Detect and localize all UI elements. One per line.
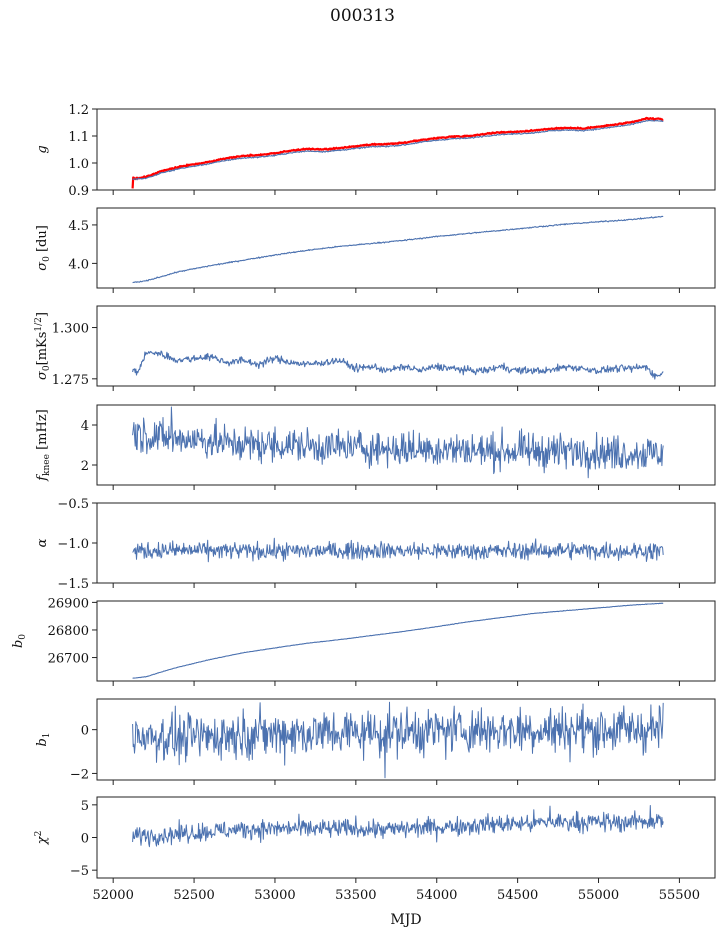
xtick-label-2: 53000: [254, 888, 295, 903]
ytick-label-sigma0_du-0: 4.0: [68, 257, 89, 272]
ytick-label-g-2: 1.1: [68, 130, 89, 145]
xtick-label-6: 55000: [578, 888, 619, 903]
axes-frame-fknee: [96, 404, 716, 486]
xtick-label-4: 54000: [416, 888, 457, 903]
panel-g: 0.9 1.0 1.1 1.2 g: [35, 103, 716, 199]
xtick-label-7: 55500: [659, 888, 700, 903]
xtick-label-1: 52500: [173, 888, 214, 903]
axes-frame-alpha: [96, 502, 716, 584]
axes-frame-g: [96, 108, 716, 191]
ylabel-b1: b1: [35, 732, 52, 746]
ytick-label-g-1: 1.0: [68, 157, 89, 172]
panel-fknee: 2 4 fknee [mHz]: [35, 404, 716, 490]
panel-alpha: −1.5 −1.0 −0.5 α: [35, 497, 716, 592]
panel-sigma0_du: 4.0 4.5 σ0 [du]: [35, 207, 716, 293]
series-line-sigma0_du-0: [132, 215, 664, 284]
ytick-label-alpha-2: −0.5: [57, 497, 89, 512]
series-line-b0-0: [132, 602, 664, 679]
series-line-g-0: [131, 116, 664, 189]
series-line-g-1: [132, 119, 664, 181]
panel-b1: −2 0 b1: [35, 698, 716, 785]
series-line-sigma0_mKs-0: [132, 350, 664, 380]
axes-frame-sigma0_mKs: [96, 305, 716, 387]
ytick-label-g-3: 1.2: [68, 103, 89, 118]
ytick-label-g-0: 0.9: [68, 184, 89, 199]
ylabel-alpha: α: [35, 538, 50, 547]
ytick-label-sigma0_mKs-0: 1.275: [52, 373, 89, 388]
series-line-chi2-0: [132, 805, 664, 848]
ytick-label-sigma0_mKs-1: 1.300: [52, 322, 89, 337]
ylabel-g: g: [35, 145, 50, 153]
axes-frame-b1: [96, 698, 716, 781]
figure-title: 000313: [330, 6, 395, 26]
ytick-label-b1-0: −2: [70, 767, 89, 782]
ylabel-sigma0_mKs: σ0[mKs1/2]: [34, 312, 52, 380]
ytick-label-chi2-0: −5: [70, 864, 89, 879]
ytick-label-b0-2: 26900: [48, 596, 89, 611]
ytick-label-b0-0: 26700: [48, 652, 89, 667]
panel-b0: 26700 26800 26900 b0: [11, 596, 716, 686]
ytick-label-sigma0_du-1: 4.5: [68, 219, 89, 234]
ytick-label-b0-1: 26800: [48, 624, 89, 639]
ylabel-fknee: fknee [mHz]: [35, 409, 52, 482]
ytick-label-alpha-0: −1.5: [57, 577, 89, 592]
ytick-label-alpha-1: −1.0: [57, 537, 89, 552]
ytick-label-fknee-0: 2: [81, 459, 89, 474]
xtick-label-3: 53500: [335, 888, 376, 903]
series-line-b1-0: [132, 701, 664, 779]
ylabel-sigma0_du: σ0 [du]: [35, 225, 52, 271]
xtick-label-0: 52000: [92, 888, 133, 903]
series-line-alpha-0: [132, 537, 664, 563]
ytick-label-b1-1: 0: [81, 724, 89, 739]
axes-frame-sigma0_du: [96, 207, 716, 289]
axes-frame-b0: [96, 600, 716, 682]
xtick-label-5: 54500: [497, 888, 538, 903]
series-line-fknee-0: [132, 406, 664, 479]
ytick-label-chi2-2: 5: [81, 799, 89, 814]
ytick-label-chi2-1: 0: [81, 832, 89, 847]
panel-chi2: −5 0 5 52000 52500 53000 53500 54000 54500 55000 5…: [34, 796, 716, 903]
ylabel-b0: b0: [11, 634, 28, 648]
ylabel-chi2: χ2: [34, 831, 50, 846]
ytick-label-fknee-1: 4: [81, 419, 89, 434]
xlabel: MJD: [390, 912, 421, 928]
